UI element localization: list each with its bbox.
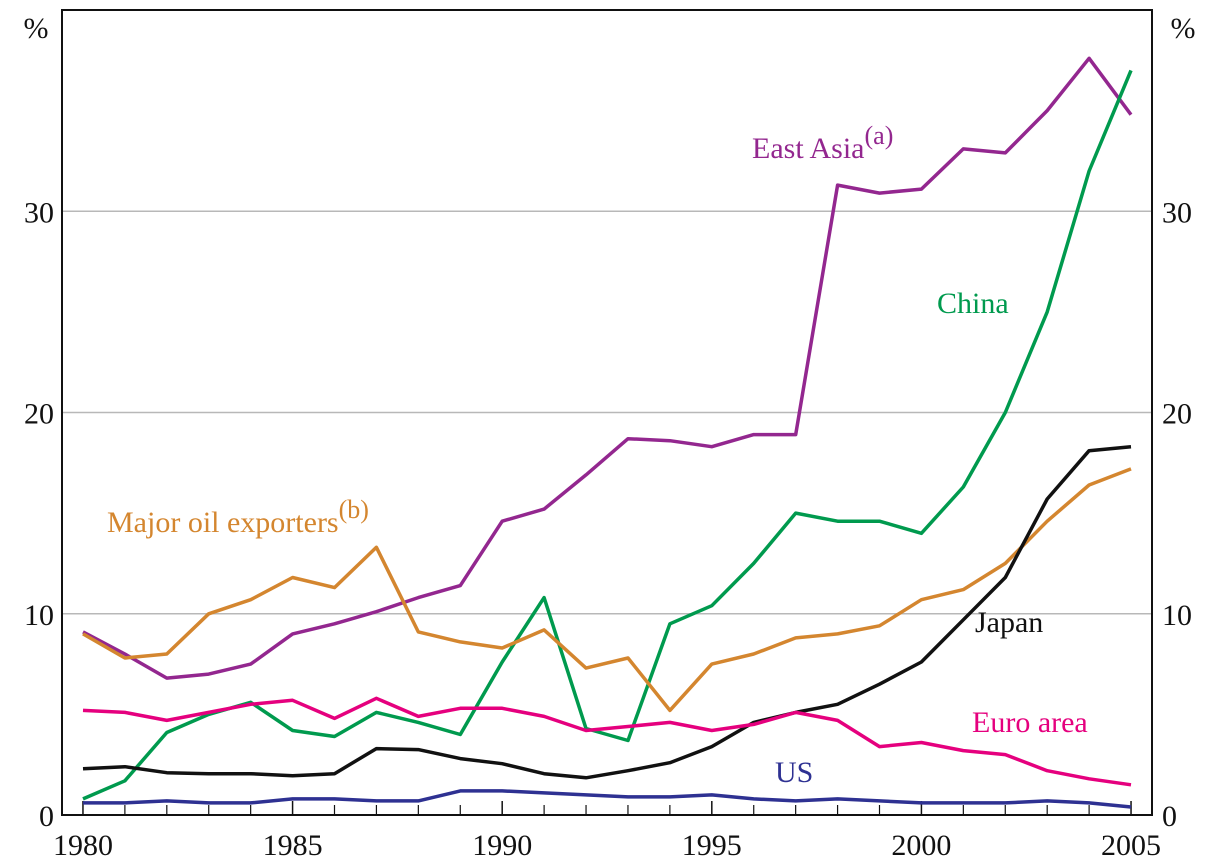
y-tick-label: 0 — [39, 800, 54, 833]
series-line — [82, 56, 1133, 680]
series-line — [82, 69, 1133, 801]
y-tick-label: 10 — [24, 599, 54, 632]
series-name: US — [775, 756, 813, 789]
series-line — [82, 444, 1132, 780]
series-note: (b) — [339, 495, 369, 524]
series-label: US — [775, 756, 813, 789]
series-label: East Asia(a) — [752, 121, 893, 165]
series-line — [83, 789, 1132, 809]
series-name: East Asia — [752, 132, 865, 165]
series-label: Euro area — [972, 706, 1088, 739]
y-tick-label: 30 — [24, 196, 54, 229]
x-tick-label: 2000 — [891, 829, 951, 862]
y2-axis-label: % — [1171, 12, 1196, 45]
y-axis-label: % — [24, 12, 49, 45]
series-line — [82, 467, 1132, 713]
x-tick-label: 1995 — [682, 829, 742, 862]
series-name: Euro area — [972, 706, 1088, 739]
x-tick-label: 2005 — [1101, 829, 1161, 862]
y-tick-label: 20 — [24, 398, 54, 431]
y2-tick-label: 20 — [1162, 398, 1192, 431]
series-name: China — [937, 287, 1009, 320]
series-label: China — [937, 287, 1009, 320]
y2-tick-label: 30 — [1162, 196, 1192, 229]
series-name: Major oil exporters — [107, 506, 339, 539]
x-tick-label: 1990 — [472, 829, 532, 862]
series-name: Japan — [975, 606, 1043, 639]
series-label: Japan — [975, 606, 1043, 639]
y2-tick-label: 0 — [1162, 800, 1177, 833]
x-tick-label: 1985 — [263, 829, 323, 862]
plot-frame — [61, 9, 1153, 816]
series-line — [82, 696, 1132, 787]
series-note: (a) — [865, 121, 894, 150]
series-label: Major oil exporters(b) — [107, 495, 369, 539]
x-tick-label: 1980 — [53, 829, 113, 862]
y2-tick-label: 10 — [1162, 599, 1192, 632]
